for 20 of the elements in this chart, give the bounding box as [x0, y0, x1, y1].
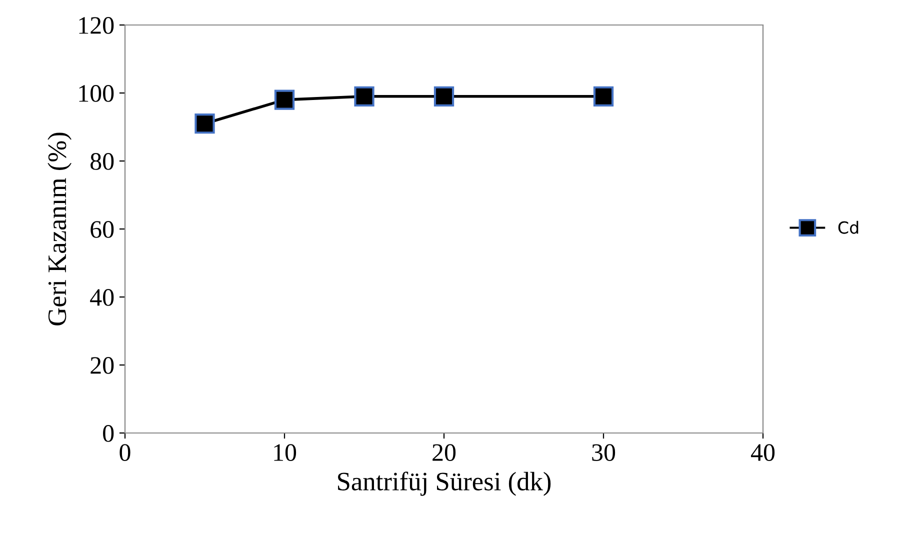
point — [194, 114, 215, 134]
point — [354, 86, 374, 106]
x-tick-label: 10 — [274, 444, 296, 462]
y-tick-label: 60 — [90, 221, 114, 238]
x-tick-label: 30 — [592, 444, 616, 462]
y-axis-title: Geri Kazanım (%) — [48, 132, 72, 326]
x-tick-label: 40 — [750, 444, 775, 462]
x-tick-label: 20 — [432, 444, 456, 462]
point — [593, 86, 614, 106]
point — [434, 86, 454, 106]
y-tick-label: 20 — [90, 357, 114, 374]
x-tick-label: 0 — [120, 444, 130, 462]
y-tick-label: 40 — [90, 289, 114, 306]
legend-label: Cd — [838, 220, 858, 234]
y-tick-label: 80 — [90, 153, 114, 170]
y-tick-label: 0 — [103, 425, 114, 442]
point — [274, 90, 295, 110]
y-tick-label: 120 — [79, 17, 114, 34]
x-axis-title: Santrifüj Süresi (dk) — [338, 472, 551, 496]
y-tick-label: 100 — [79, 85, 114, 102]
